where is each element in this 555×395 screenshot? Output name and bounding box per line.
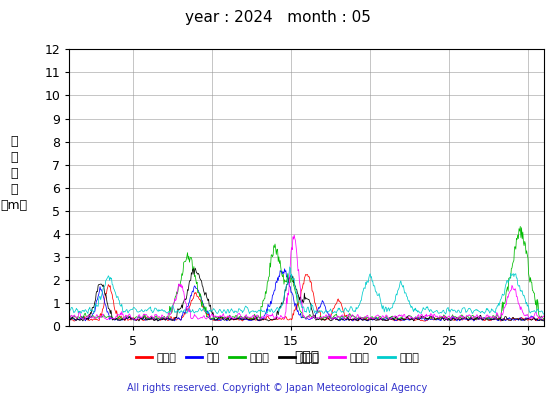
Text: year : 2024   month : 05: year : 2024 month : 05 xyxy=(185,10,370,25)
Legend: 上ノ国, 唐桑, 石廸崎, 経ヶ尬, 生月島, 屋久島: 上ノ国, 唐桑, 石廸崎, 経ヶ尬, 生月島, 屋久島 xyxy=(131,349,424,368)
Text: 有
義
波
高
（m）: 有 義 波 高 （m） xyxy=(1,135,27,212)
Text: All rights reserved. Copyright © Japan Meteorological Agency: All rights reserved. Copyright © Japan M… xyxy=(128,383,427,393)
X-axis label: （日）: （日） xyxy=(294,351,319,365)
